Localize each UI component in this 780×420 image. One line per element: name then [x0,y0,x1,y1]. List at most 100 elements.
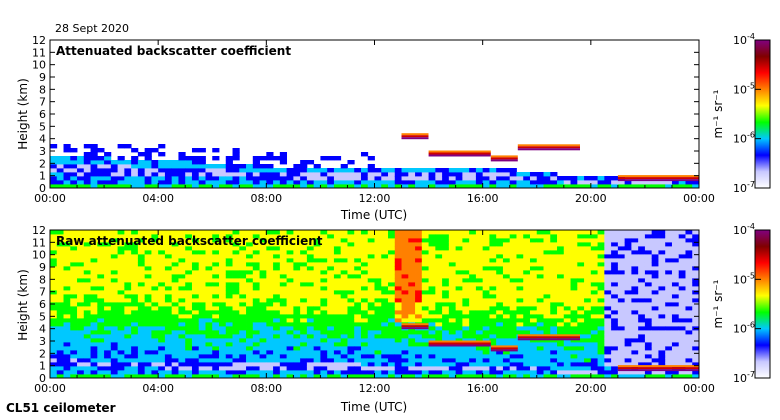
heatmap-cell [137,250,146,255]
heatmap-cell [685,374,693,379]
heatmap-cell [137,270,146,275]
heatmap-cell [266,242,274,247]
heatmap-cell [482,302,490,307]
heatmap-cell [516,366,524,371]
heatmap-cell [435,242,443,247]
heatmap-cell [198,302,206,307]
heatmap-cell [563,238,571,243]
heatmap-cell [665,310,673,315]
heatmap-cell [631,362,639,367]
heatmap-cell [671,230,680,235]
heatmap-cell [124,346,132,351]
y-tick-label: 11 [32,236,46,249]
heatmap-cell [354,358,362,363]
heatmap-cell [239,246,247,251]
heatmap-cell [651,278,659,283]
heatmap-cell [313,282,321,287]
heatmap-cell [327,250,335,255]
heatmap-cell [496,176,504,181]
heatmap-cell [428,294,436,299]
heatmap-cell [171,250,179,255]
heatmap-cell [131,318,139,323]
heatmap-cell [563,290,571,295]
heatmap-cell [293,282,301,287]
heatmap-cell [225,354,233,359]
heatmap-cell [367,362,375,367]
heatmap-cell [428,254,436,259]
heatmap-cell [381,310,389,315]
heatmap-cell [415,266,423,271]
x-axis-title: Time (UTC) [340,208,407,222]
heatmap-cell [158,298,166,303]
heatmap-cell [469,234,477,239]
heatmap-cell [286,234,294,239]
heatmap-cell [219,370,227,375]
heatmap-cell [557,286,565,291]
heatmap-cell [286,342,294,347]
heatmap-cell [90,302,98,307]
heatmap-cell [219,230,227,235]
heatmap-cell [259,302,267,307]
heatmap-cell [320,358,328,363]
heatmap-cell [421,278,429,283]
heatmap-cell [212,180,220,185]
heatmap-cell [644,298,653,303]
heatmap-cell [279,338,288,343]
heatmap-cell [259,310,267,315]
heatmap-cell [448,176,457,181]
heatmap-cell [164,374,173,379]
heatmap-cell [685,286,693,291]
heatmap-cell [110,306,118,311]
heatmap-cell [205,246,213,251]
heatmap-cell [347,246,355,251]
heatmap-cell [246,286,254,291]
heatmap-cell [212,310,220,315]
heatmap-cell [604,346,612,351]
heatmap-cell [124,238,132,243]
heatmap-cell [367,318,375,323]
heatmap-cell [692,370,700,375]
heatmap-cell [266,302,274,307]
heatmap-cell [70,342,78,347]
heatmap-cell [381,286,389,291]
heatmap-cell [665,184,673,189]
heatmap-cell [266,334,274,339]
heatmap-cell [246,326,254,331]
heatmap-cell [347,334,355,339]
heatmap-cell [509,184,517,189]
heatmap-cell [50,286,58,291]
heatmap-cell [590,370,598,375]
heatmap-cell [300,160,308,165]
heatmap-cell [678,278,686,283]
heatmap-cell [97,274,105,279]
heatmap-cell [692,230,700,235]
heatmap-cell [523,266,531,271]
heatmap-cell [300,326,308,331]
heatmap-cell [239,258,247,263]
heatmap-cell [671,362,680,367]
heatmap-cell [246,254,254,259]
heatmap-cell [279,176,288,181]
heatmap-cell [225,362,233,367]
heatmap-cell [577,258,585,263]
heatmap-cell [293,298,301,303]
heatmap-cell [543,366,551,371]
heatmap-cell [415,302,423,307]
heatmap-cell [225,322,233,327]
heatmap-cell [611,306,619,311]
heatmap-cell [617,238,626,243]
heatmap-cell [374,176,382,181]
heatmap-cell [516,242,524,247]
heatmap-cell [131,374,139,379]
heatmap-cell [151,290,159,295]
heatmap-cell [448,172,457,177]
heatmap-cell [570,370,578,375]
heatmap-cell [665,322,673,327]
heatmap-cell [110,234,118,239]
heatmap-cell [496,242,504,247]
heatmap-cell [239,338,247,343]
heatmap-cell [185,362,193,367]
heatmap-cell [442,294,450,299]
heatmap-cell [665,262,673,267]
heatmap-cell [651,262,659,267]
